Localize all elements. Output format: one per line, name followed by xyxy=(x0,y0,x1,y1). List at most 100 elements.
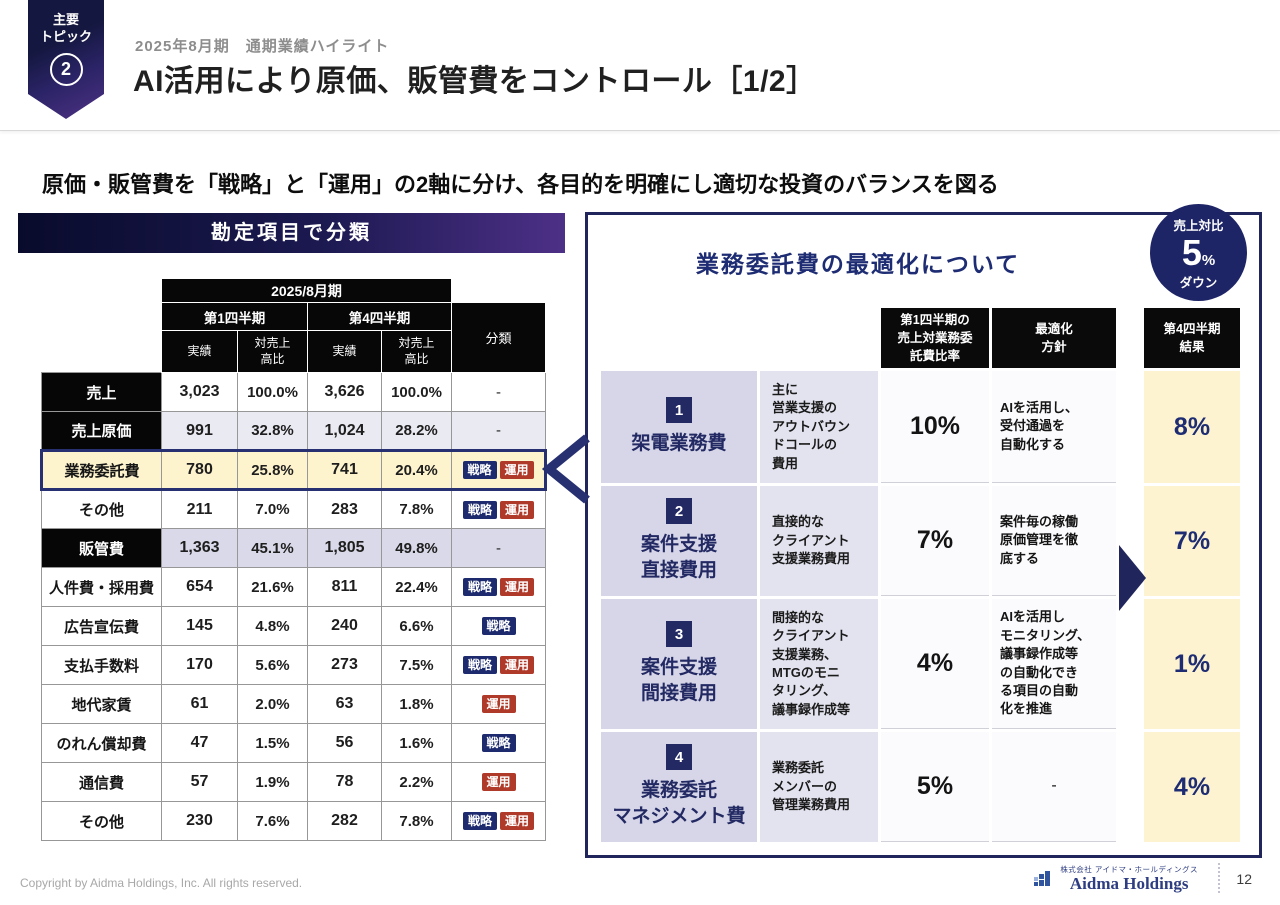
category-name: 案件支援 直接費用 xyxy=(640,534,717,581)
category-description: 主に 営業支援の アウトバウン ドコールの 費用 xyxy=(760,371,878,483)
account-row: 売上 3,023 100.0% 3,626 100.0% - xyxy=(41,372,547,412)
q4-result-cell: 4% xyxy=(1144,732,1240,842)
account-cell-q1r: 1.9% xyxy=(237,762,308,802)
optimization-row: 2 案件支援 直接費用 直接的な クライアント 支援業務費用 7% 案件毎の稼働 原価管… xyxy=(601,486,1240,596)
account-cell-q4r: 49.8% xyxy=(380,528,453,568)
strategy-badge: 戦略 xyxy=(462,461,497,479)
account-cell-q1a: 780 xyxy=(161,449,238,491)
q1-ratio-header: 第1四半期の 売上対業務委 託費比率 xyxy=(881,308,989,368)
optimization-panel-title: 業務委託費の最適化について xyxy=(695,251,1021,277)
classification-cell: 戦略 運用 xyxy=(451,449,548,491)
account-cell-q1a: 61 xyxy=(161,684,238,724)
category-cell: 2 案件支援 直接費用 xyxy=(601,486,757,596)
account-row-label: その他 xyxy=(41,801,162,841)
account-cell-q1r: 2.0% xyxy=(237,684,308,724)
optimization-table-body: 1 架電業務費 主に 営業支援の アウトバウン ドコールの 費用 10% AIを活用し、… xyxy=(601,371,1240,842)
copyright: Copyright by Aidma Holdings, Inc. All ri… xyxy=(20,876,303,890)
account-cell-q1r: 5.6% xyxy=(237,645,308,685)
lead-text: 原価・販管費を「戦略」と「運用」の2軸に分け、各目的を明確にし適切な投資のバラン… xyxy=(42,172,999,197)
kicker: 2025年8月期 通期業績ハイライト xyxy=(135,38,390,55)
account-table-body: 売上 3,023 100.0% 3,626 100.0% - 売上原価 991 32.8% 1,0… xyxy=(40,372,548,841)
account-cell-q1r: 7.0% xyxy=(237,489,308,529)
aidma-logo: 株式会社 アイドマ・ホールディングス Aidma Holdings xyxy=(1033,864,1198,893)
category-name: 業務委託 マネジメント費 xyxy=(612,780,746,827)
account-row: その他 230 7.6% 282 7.8% 戦略 運用 xyxy=(41,801,547,841)
sales-ratio-down-badge: 売上対比 5% ダウン xyxy=(1150,204,1247,301)
category-cell: 4 業務委託 マネジメント費 xyxy=(601,732,757,842)
account-cell-q4r: 20.4% xyxy=(380,449,453,491)
q1-ratio-cell: 7% xyxy=(881,486,989,596)
q4-result-header: 第4四半期 結果 xyxy=(1144,308,1240,368)
left-panel-title: 勘定項目で分類 xyxy=(18,213,565,253)
ratio-subheader: 対売上 高比 xyxy=(380,330,453,373)
account-row-label: 販管費 xyxy=(41,528,162,568)
category-description: 業務委託 メンバーの 管理業務費用 xyxy=(760,732,878,842)
account-cell-q1r: 32.8% xyxy=(237,411,308,451)
account-cell-q1a: 57 xyxy=(161,762,238,802)
account-row-label: 通信費 xyxy=(41,762,162,802)
account-cell-q1a: 145 xyxy=(161,606,238,646)
account-cell-q4a: 78 xyxy=(307,762,382,802)
account-cell-q1a: 211 xyxy=(161,489,238,529)
actual-subheader: 実績 xyxy=(307,330,382,373)
account-cell-q1r: 100.0% xyxy=(237,372,308,412)
account-row-label: 広告宣伝費 xyxy=(41,606,162,646)
optimization-row: 3 案件支援 間接費用 間接的な クライアント 支援業務、 MTGのモニ タリング、… xyxy=(601,599,1240,729)
spacer-cell xyxy=(41,302,162,331)
account-table: 2025/8月期 第1四半期 第4四半期 分類 実績 対売上 高比 実績 対売上… xyxy=(40,278,548,841)
account-row-label: 売上 xyxy=(41,372,162,412)
account-cell-q4r: 1.6% xyxy=(380,723,453,763)
account-cell-q4a: 56 xyxy=(307,723,382,763)
optimization-table: 第1四半期の 売上対業務委 託費比率 最適化 方針 第4四半期 結果 1 架電業務… xyxy=(598,305,1243,845)
classification-cell: - xyxy=(451,411,547,451)
q1-header: 第1四半期 xyxy=(161,302,308,331)
category-number-badge: 3 xyxy=(666,621,692,648)
q1-ratio-cell: 4% xyxy=(881,599,989,729)
spacer-cell xyxy=(451,278,546,303)
actual-subheader: 実績 xyxy=(161,330,238,373)
category-description: 間接的な クライアント 支援業務、 MTGのモニ タリング、 議事録作成等 xyxy=(760,599,878,729)
strategy-badge: 戦略 xyxy=(463,656,498,674)
account-cell-q4a: 283 xyxy=(307,489,382,529)
q4-result-cell: 7% xyxy=(1144,486,1240,596)
policy-header: 最適化 方針 xyxy=(992,308,1116,368)
account-cell-q1r: 1.5% xyxy=(237,723,308,763)
account-row-label: 支払手数料 xyxy=(41,645,162,685)
gap-cell xyxy=(1119,371,1141,483)
operation-badge: 運用 xyxy=(481,773,516,791)
category-number-badge: 4 xyxy=(666,744,692,771)
optimization-panel: 業務委託費の最適化について 売上対比 5% ダウン 第1四半期の 売上対業務委 … xyxy=(585,204,1262,858)
q1-ratio-cell: 5% xyxy=(881,732,989,842)
operation-badge: 運用 xyxy=(481,695,516,713)
classification-cell: 運用 xyxy=(451,762,547,802)
q1-ratio-cell: 10% xyxy=(881,371,989,483)
classification-cell: 運用 xyxy=(451,684,547,724)
badge-unit: % xyxy=(1201,251,1216,269)
header-band xyxy=(0,0,1280,131)
strategy-badge: 戦略 xyxy=(481,734,516,752)
category-name: 架電業務費 xyxy=(631,433,727,455)
optimization-row: 4 業務委託 マネジメント費 業務委託 メンバーの 管理業務費用 5% -4% xyxy=(601,732,1240,842)
ratio-subheader: 対売上 高比 xyxy=(237,330,308,373)
account-cell-q4a: 282 xyxy=(307,801,382,841)
logo-text: 株式会社 アイドマ・ホールディングス Aidma Holdings xyxy=(1060,864,1198,893)
account-cell-q4r: 28.2% xyxy=(380,411,453,451)
period-header: 2025/8月期 xyxy=(160,278,453,303)
account-row-label: 人件費・採用費 xyxy=(41,567,162,607)
account-row: 業務委託費 780 25.8% 741 20.4% 戦略 運用 xyxy=(40,449,548,491)
classification-cell: - xyxy=(451,372,547,412)
account-cell-q4r: 2.2% xyxy=(380,762,453,802)
spacer-cell xyxy=(41,278,162,303)
account-row: 地代家賃 61 2.0% 63 1.8% 運用 xyxy=(41,684,547,724)
operation-badge: 運用 xyxy=(500,812,535,830)
account-row-label: 業務委託費 xyxy=(40,449,162,491)
account-cell-q1r: 4.8% xyxy=(237,606,308,646)
classification-cell: 戦略 運用 xyxy=(451,567,547,607)
badge-bottom-label: ダウン xyxy=(1179,275,1218,290)
operation-badge: 運用 xyxy=(499,461,534,479)
account-cell-q4a: 1,024 xyxy=(307,411,382,451)
classification-header: 分類 xyxy=(451,302,547,373)
category-description: 直接的な クライアント 支援業務費用 xyxy=(760,486,878,596)
account-cell-q4r: 7.5% xyxy=(380,645,453,685)
